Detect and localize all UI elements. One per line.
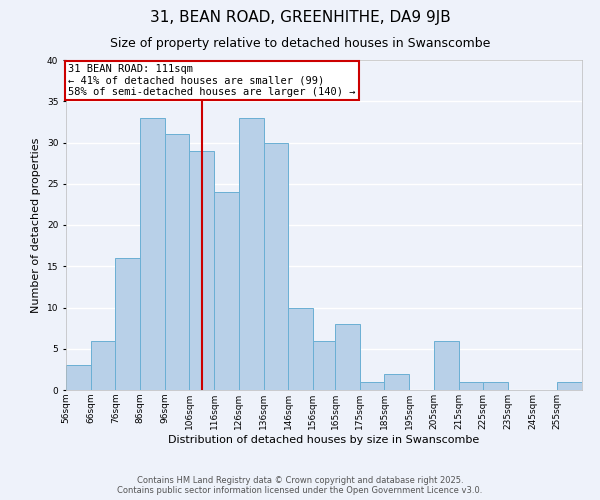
Bar — [214, 192, 239, 390]
Bar — [66, 365, 91, 390]
Bar — [91, 340, 115, 390]
Bar — [557, 382, 582, 390]
Text: 31 BEAN ROAD: 111sqm
← 41% of detached houses are smaller (99)
58% of semi-detac: 31 BEAN ROAD: 111sqm ← 41% of detached h… — [68, 64, 356, 98]
Text: Contains HM Land Registry data © Crown copyright and database right 2025.
Contai: Contains HM Land Registry data © Crown c… — [118, 476, 482, 495]
Text: Size of property relative to detached houses in Swanscombe: Size of property relative to detached ho… — [110, 38, 490, 51]
Text: 31, BEAN ROAD, GREENHITHE, DA9 9JB: 31, BEAN ROAD, GREENHITHE, DA9 9JB — [149, 10, 451, 25]
Bar — [434, 340, 458, 390]
Bar — [335, 324, 360, 390]
Bar — [239, 118, 263, 390]
Bar — [313, 340, 335, 390]
Bar — [140, 118, 165, 390]
Bar — [288, 308, 313, 390]
Y-axis label: Number of detached properties: Number of detached properties — [31, 138, 41, 312]
Bar — [115, 258, 140, 390]
Bar — [190, 151, 214, 390]
Bar — [360, 382, 385, 390]
Bar — [483, 382, 508, 390]
Bar — [165, 134, 190, 390]
X-axis label: Distribution of detached houses by size in Swanscombe: Distribution of detached houses by size … — [169, 434, 479, 444]
Bar — [385, 374, 409, 390]
Bar — [458, 382, 483, 390]
Bar — [263, 142, 288, 390]
